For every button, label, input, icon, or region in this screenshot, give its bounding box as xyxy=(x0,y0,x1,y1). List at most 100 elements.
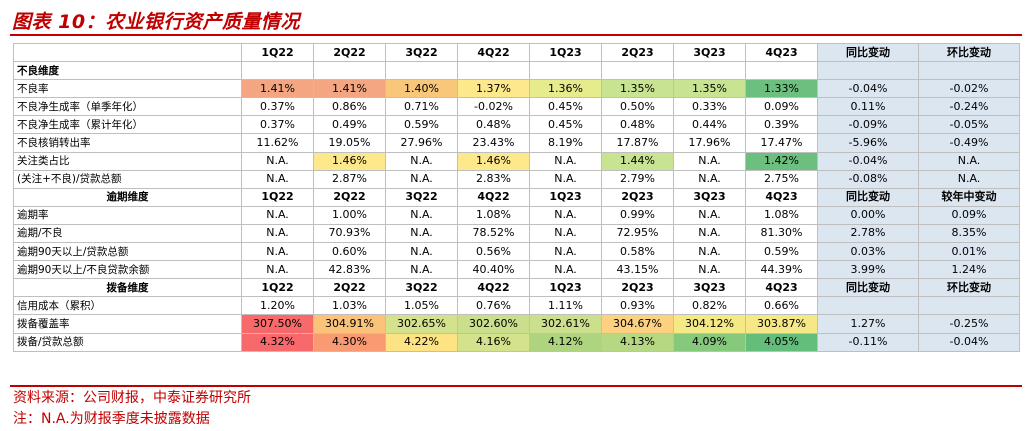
value-cell: N.A. xyxy=(673,205,746,225)
section-row: 不良维度 xyxy=(13,61,1020,81)
empty-cell xyxy=(673,61,746,81)
header-quarter: 1Q23 xyxy=(529,187,602,207)
table-row: 拨备覆盖率 307.50% 304.91% 302.65% 302.60% 302.61%… xyxy=(13,314,1020,334)
table-row: 关注类占比 N.A. 1.46% N.A. 1.46% N.A. 1.44% N.A. 1.42… xyxy=(13,151,1020,171)
value-cell: 1.35% xyxy=(601,79,674,99)
header-quarter: 4Q23 xyxy=(745,278,818,298)
yoy-cell: -5.96% xyxy=(817,133,919,153)
asset-quality-table: 1Q22 2Q22 3Q22 4Q22 1Q23 2Q23 3Q23 4Q23 同比变动 环比变动… xyxy=(13,42,1020,352)
value-cell: 304.91% xyxy=(313,314,386,334)
value-cell: 1.37% xyxy=(457,79,530,99)
header-quarter: 1Q23 xyxy=(529,42,602,63)
value-cell: 0.48% xyxy=(601,115,674,135)
value-cell: 0.50% xyxy=(601,97,674,117)
empty-cell xyxy=(817,61,919,81)
value-cell: 0.86% xyxy=(313,97,386,117)
page-title: 图表 10：农业银行资产质量情况 xyxy=(12,11,301,33)
row-label: 逾期率 xyxy=(13,205,242,225)
header-yoy: 同比变动 xyxy=(817,42,919,63)
value-cell: 302.65% xyxy=(385,314,458,334)
empty-cell xyxy=(241,61,314,81)
qoq-cell: N.A. xyxy=(918,169,1020,189)
table-row: 拨备/贷款总额 4.32% 4.30% 4.22% 4.16% 4.12% 4.13% 4.0… xyxy=(13,332,1020,352)
header-yoy: 同比变动 xyxy=(817,278,919,298)
empty-cell xyxy=(918,61,1020,81)
value-cell: N.A. xyxy=(385,223,458,244)
value-cell: 4.13% xyxy=(601,332,674,352)
yoy-cell: -0.08% xyxy=(817,169,919,189)
yoy-cell: 0.11% xyxy=(817,97,919,117)
qoq-cell: -0.25% xyxy=(918,314,1020,334)
value-cell: 0.48% xyxy=(457,115,530,135)
qoq-cell: 1.24% xyxy=(918,260,1020,280)
value-cell: 72.95% xyxy=(601,223,674,244)
header-quarter: 2Q22 xyxy=(313,42,386,63)
value-cell: N.A. xyxy=(385,242,458,262)
value-cell: 0.44% xyxy=(673,115,746,135)
value-cell: N.A. xyxy=(673,223,746,244)
section-title: 逾期维度 xyxy=(13,187,242,207)
value-cell: N.A. xyxy=(673,242,746,262)
qoq-cell: N.A. xyxy=(918,151,1020,171)
value-cell: 1.11% xyxy=(529,296,602,316)
table-row: 逾期90天以上/不良贷款余额 N.A. 42.83% N.A. 40.40% N.A. 43… xyxy=(13,260,1020,280)
empty-cell xyxy=(313,61,386,81)
row-label: 不良净生成率（累计年化） xyxy=(13,115,242,135)
header-quarter: 2Q22 xyxy=(313,187,386,207)
header-quarter: 2Q23 xyxy=(601,187,674,207)
value-cell: 1.33% xyxy=(745,79,818,99)
header-quarter: 3Q23 xyxy=(673,42,746,63)
value-cell: N.A. xyxy=(241,205,314,225)
section-title: 拨备维度 xyxy=(13,278,242,298)
header-quarter: 1Q22 xyxy=(241,187,314,207)
table-row: 不良率 1.41% 1.41% 1.40% 1.37% 1.36% 1.35% 1.35% 1.… xyxy=(13,79,1020,99)
value-cell: 78.52% xyxy=(457,223,530,244)
header-quarter: 3Q23 xyxy=(673,187,746,207)
value-cell: 44.39% xyxy=(745,260,818,280)
section-row: 逾期维度 1Q22 2Q22 3Q22 4Q22 1Q23 2Q23 3Q23 4Q23 同比变动… xyxy=(13,187,1020,207)
empty-cell xyxy=(457,61,530,81)
header-qoq: 环比变动 xyxy=(918,42,1020,63)
value-cell: 23.43% xyxy=(457,133,530,153)
value-cell: 0.59% xyxy=(385,115,458,135)
bottom-rule xyxy=(10,385,1022,387)
value-cell: 1.41% xyxy=(241,79,314,99)
value-cell: N.A. xyxy=(529,260,602,280)
value-cell: 307.50% xyxy=(241,314,314,334)
value-cell: 303.87% xyxy=(745,314,818,334)
section-title: 不良维度 xyxy=(13,61,242,81)
value-cell: 4.30% xyxy=(313,332,386,352)
value-cell: 70.93% xyxy=(313,223,386,244)
value-cell: 0.71% xyxy=(385,97,458,117)
row-label: 关注类占比 xyxy=(13,151,242,171)
header-quarter: 2Q23 xyxy=(601,278,674,298)
value-cell: 17.47% xyxy=(745,133,818,153)
value-cell: 0.45% xyxy=(529,97,602,117)
header-quarter: 3Q22 xyxy=(385,187,458,207)
empty-cell xyxy=(601,61,674,81)
table-row: (关注+不良)/贷款总额 N.A. 2.87% N.A. 2.83% N.A. 2.79% N… xyxy=(13,169,1020,189)
value-cell: N.A. xyxy=(529,169,602,189)
header-quarter: 4Q23 xyxy=(745,187,818,207)
header-yoy: 同比变动 xyxy=(817,187,919,207)
value-cell: 8.19% xyxy=(529,133,602,153)
value-cell: N.A. xyxy=(673,169,746,189)
value-cell: 1.44% xyxy=(601,151,674,171)
header-quarter: 4Q22 xyxy=(457,278,530,298)
header-qoq: 环比变动 xyxy=(918,278,1020,298)
value-cell: 1.46% xyxy=(457,151,530,171)
yoy-cell: 0.00% xyxy=(817,205,919,225)
table-row: 不良核销转出率 11.62% 19.05% 27.96% 23.43% 8.19% 17.8… xyxy=(13,133,1020,153)
qoq-cell xyxy=(918,296,1020,316)
value-cell: 81.30% xyxy=(745,223,818,244)
value-cell: 2.87% xyxy=(313,169,386,189)
value-cell: 19.05% xyxy=(313,133,386,153)
value-cell: 0.56% xyxy=(457,242,530,262)
row-label: 拨备/贷款总额 xyxy=(13,332,242,352)
value-cell: N.A. xyxy=(385,205,458,225)
value-cell: 304.67% xyxy=(601,314,674,334)
value-cell: N.A. xyxy=(529,223,602,244)
value-cell: 1.05% xyxy=(385,296,458,316)
na-note: 注：N.A.为财报季度未披露数据 xyxy=(13,411,210,427)
value-cell: 0.59% xyxy=(745,242,818,262)
